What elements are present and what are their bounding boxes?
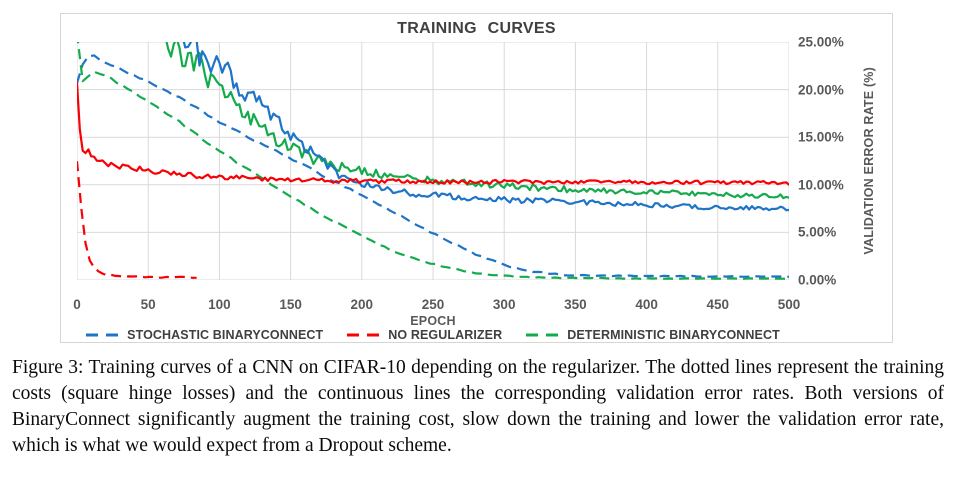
x-tick-label: 350 [564,297,587,312]
x-tick-label: 100 [208,297,231,312]
plot-area [77,42,789,280]
x-tick-label: 400 [635,297,658,312]
x-axis-label: EPOCH [410,314,456,328]
plot-svg [77,42,789,280]
stochastic-binaryconnect-training-cost [77,54,789,278]
legend-label: STOCHASTIC BINARYCONNECT [127,328,324,342]
training-curves-chart: TRAINING CURVES 0 50 100 150 200 250 300 350 400… [60,13,893,343]
legend-dash-marker [347,333,384,337]
legend-item-no-regularizer: NO REGULARIZER [347,328,502,342]
no-regularizer-validation-error [77,81,789,186]
legend-dash-marker [86,333,123,337]
figure-caption: Figure 3: Training curves of a CNN on CI… [12,357,944,456]
y-tick-label: 15.00% [798,129,844,145]
legend: STOCHASTIC BINARYCONNECT NO REGULARIZER DE… [77,326,789,344]
x-tick-label: 500 [777,297,801,312]
legend-label: DETERMINISTIC BINARYCONNECT [567,328,780,342]
y-axis-title-text: VALIDATION ERROR RATE (%) [862,67,876,255]
y-tick-label: 25.00% [798,34,844,50]
legend-dash-marker [526,333,563,337]
no-regularizer-training-cost [77,161,197,279]
y-tick-label: 0.00% [798,272,837,288]
deterministic-binaryconnect-training-cost [77,42,789,280]
y-axis-ticks: 0.00% 5.00% 10.00% 15.00% 20.00% 25.00% [798,35,868,288]
stochastic-binaryconnect-validation-error [182,42,789,212]
legend-item-deterministic-binaryconnect: DETERMINISTIC BINARYCONNECT [526,328,780,342]
chart-title: TRAINING CURVES [397,20,556,37]
gridlines [77,42,789,280]
y-tick-label: 20.00% [798,82,844,98]
legend-label: NO REGULARIZER [388,328,503,342]
x-axis-ticks: 0 50 100 150 200 250 300 350 400 450 500 [73,297,800,313]
y-tick-label: 10.00% [798,177,844,193]
y-axis-title: VALIDATION ERROR RATE (%) [858,42,880,280]
x-tick-label: 250 [421,297,445,312]
x-tick-label: 0 [73,297,81,312]
x-tick-label: 450 [706,297,730,312]
y-tick-label: 5.00% [798,224,837,240]
x-tick-label: 150 [279,297,302,312]
x-tick-label: 200 [350,297,374,312]
x-tick-label: 50 [140,297,156,312]
legend-item-stochastic-binaryconnect: STOCHASTIC BINARYCONNECT [86,328,323,342]
deterministic-binaryconnect-validation-error [165,42,789,200]
x-tick-label: 300 [492,297,516,312]
